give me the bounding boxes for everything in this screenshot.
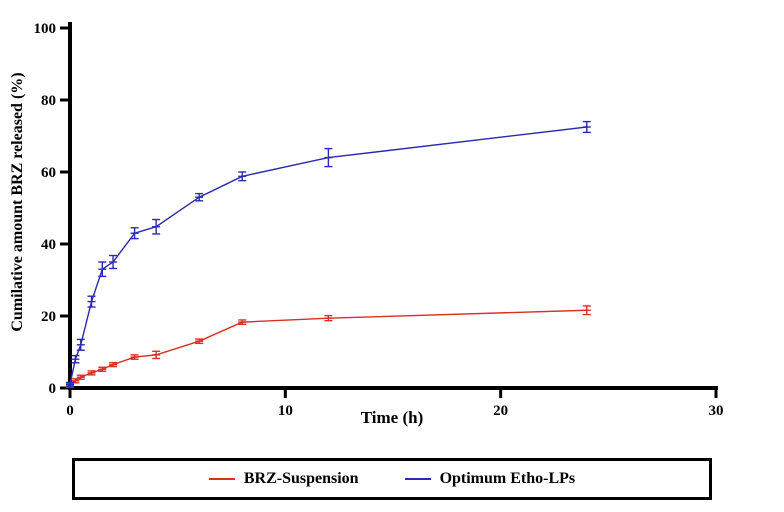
- legend-item-brz-suspension: BRZ-Suspension: [208, 470, 359, 488]
- legend-label: BRZ-Suspension: [243, 470, 359, 487]
- y-tick-label: 80: [41, 93, 56, 109]
- y-tick-label: 100: [34, 21, 57, 37]
- y-axis-label: Cumilative amount BRZ released (%): [9, 72, 26, 332]
- y-tick-label: 40: [41, 237, 56, 253]
- y-tick-label: 20: [41, 309, 56, 325]
- x-tick-label: 30: [709, 403, 724, 419]
- chart-canvas: 0 10 20 30 0 20 40 60 80 100: [34, 21, 724, 419]
- x-tick-label: 0: [66, 403, 74, 419]
- x-tick-label: 20: [493, 403, 508, 419]
- legend-item-optimum-etho-lps: Optimum Etho-LPs: [404, 470, 576, 488]
- legend-label: Optimum Etho-LPs: [439, 470, 576, 487]
- x-axis-label: Time (h): [360, 408, 424, 427]
- legend-line-swatch-blue: [404, 478, 431, 480]
- y-tick-label: 0: [49, 381, 57, 397]
- x-tick-label: 10: [278, 403, 293, 419]
- legend-line-swatch-red: [208, 478, 235, 480]
- series-line-optimum-etho-lps: [69, 126, 587, 385]
- legend: BRZ-Suspension Optimum Etho-LPs: [72, 458, 712, 500]
- series-line-brz-suspension: [69, 309, 587, 386]
- y-tick-label: 60: [41, 165, 56, 181]
